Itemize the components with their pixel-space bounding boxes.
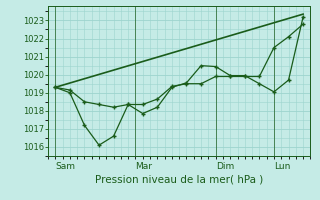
Text: Dim: Dim — [216, 162, 234, 171]
Text: Lun: Lun — [274, 162, 290, 171]
X-axis label: Pression niveau de la mer( hPa ): Pression niveau de la mer( hPa ) — [95, 175, 263, 185]
Text: Sam: Sam — [55, 162, 75, 171]
Text: Mar: Mar — [135, 162, 152, 171]
